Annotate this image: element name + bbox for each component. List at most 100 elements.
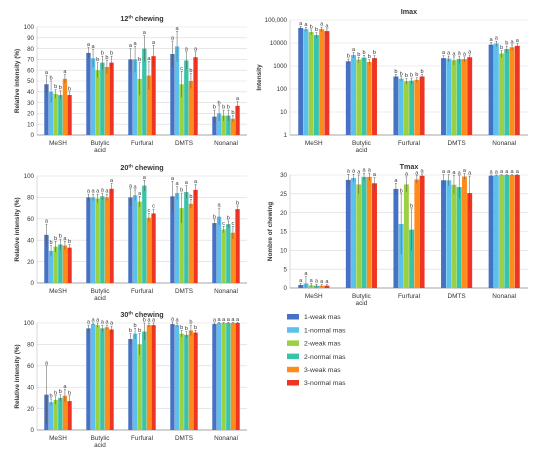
significance-letter: a xyxy=(516,169,520,175)
significance-letter: a xyxy=(176,26,180,32)
significance-letter: a xyxy=(147,318,151,324)
significance-letter: a xyxy=(236,96,240,102)
significance-letter: a xyxy=(368,168,372,174)
bar xyxy=(467,193,473,288)
legend-label: 2-weak mas xyxy=(304,341,341,348)
chart-title: 30th chewing xyxy=(120,310,163,319)
bar xyxy=(308,32,314,135)
y-tick-label: 0 xyxy=(31,427,35,434)
significance-letter: b xyxy=(189,320,192,326)
significance-letter: a xyxy=(304,22,308,28)
significance-letter: a xyxy=(315,279,319,285)
significance-letter: a xyxy=(452,170,456,176)
bar xyxy=(137,201,142,283)
significance-letter: a xyxy=(325,279,329,285)
significance-letter: b xyxy=(213,214,216,220)
bar xyxy=(504,175,510,288)
bar xyxy=(90,197,96,283)
significance-letter: a xyxy=(63,236,67,242)
significance-letter: b xyxy=(189,68,192,74)
bar xyxy=(509,175,515,288)
bar xyxy=(419,175,425,288)
significance-letter: a xyxy=(362,168,366,174)
bar xyxy=(414,179,420,288)
y-axis-label: Intensity xyxy=(256,64,263,91)
y-tick-label: 60 xyxy=(27,363,34,370)
significance-letter: a xyxy=(227,317,231,323)
y-tick-label: 100 xyxy=(277,86,288,93)
bar xyxy=(128,59,133,135)
bar xyxy=(393,76,399,135)
significance-letter: b xyxy=(368,54,371,60)
significance-letter: a xyxy=(138,191,142,197)
bar xyxy=(221,229,226,283)
bar xyxy=(467,57,473,135)
significance-letter: c xyxy=(180,66,183,72)
significance-letter: b xyxy=(59,234,62,240)
significance-letter: c xyxy=(232,221,235,227)
bar xyxy=(188,330,194,430)
bar xyxy=(366,61,372,135)
significance-letter: a xyxy=(490,170,494,176)
bar xyxy=(361,176,367,288)
bar xyxy=(226,224,231,283)
bar xyxy=(493,43,499,135)
significance-letter: a xyxy=(236,317,240,323)
significance-letter: b xyxy=(50,240,53,246)
bar xyxy=(44,84,49,135)
bar xyxy=(509,47,515,135)
bar xyxy=(451,184,457,288)
bar xyxy=(170,196,175,283)
bar xyxy=(493,175,499,288)
significance-letter: a xyxy=(147,56,151,62)
bar xyxy=(151,56,156,135)
significance-letter: a xyxy=(152,40,156,46)
significance-letter: b xyxy=(373,50,376,56)
bar xyxy=(235,323,240,430)
significance-letter: a xyxy=(421,168,425,174)
significance-letter: a xyxy=(87,320,91,326)
bar xyxy=(100,62,105,135)
significance-letter: a xyxy=(101,188,105,194)
y-tick-label: 70 xyxy=(27,57,34,64)
chart-title-superscript: th xyxy=(128,311,133,317)
significance-letter: a xyxy=(468,50,472,56)
y-tick-label: 10 xyxy=(280,109,287,116)
y-axis-label: Relative intensity (%) xyxy=(14,344,21,408)
bar xyxy=(324,31,330,135)
bar xyxy=(221,323,226,430)
significance-letter: a xyxy=(87,42,91,48)
y-axis-label: Relative intensity (%) xyxy=(14,49,21,113)
x-tick-label: Butylic xyxy=(352,293,372,300)
y-tick-label: 20 xyxy=(280,210,287,217)
bar xyxy=(372,58,377,135)
y-tick-label: 20 xyxy=(27,111,34,118)
significance-letter: b xyxy=(400,71,403,77)
significance-letter: a xyxy=(495,170,499,176)
x-tick-label: Nonanal xyxy=(214,140,238,147)
y-tick-label: 100,000 xyxy=(265,17,288,24)
legend-label: 1-weak mas xyxy=(304,314,341,321)
significance-letter: b xyxy=(96,57,99,63)
x-tick-label: MeSH xyxy=(49,140,67,147)
bar xyxy=(409,80,415,135)
chart-title-number: 30 xyxy=(120,310,128,319)
y-tick-label: 100 xyxy=(24,320,35,327)
x-tick-label: Nonanal xyxy=(492,293,516,300)
significance-letter: a xyxy=(452,51,456,57)
significance-letter: b xyxy=(54,236,57,242)
significance-letter: a xyxy=(110,321,114,327)
significance-letter: b xyxy=(315,27,318,33)
bar xyxy=(461,59,467,135)
chart-p30: 0 20 40 60 80 100 30th chewing Relative intensi… xyxy=(14,310,247,449)
significance-letter: a xyxy=(347,169,351,175)
significance-letter: a xyxy=(468,171,472,177)
significance-letter: a xyxy=(129,183,133,189)
significance-letter: a xyxy=(110,178,114,184)
significance-letter: a xyxy=(405,171,409,177)
bar xyxy=(146,75,152,135)
y-axis-label: Nombre of chewing xyxy=(267,202,274,261)
bar xyxy=(128,339,133,430)
